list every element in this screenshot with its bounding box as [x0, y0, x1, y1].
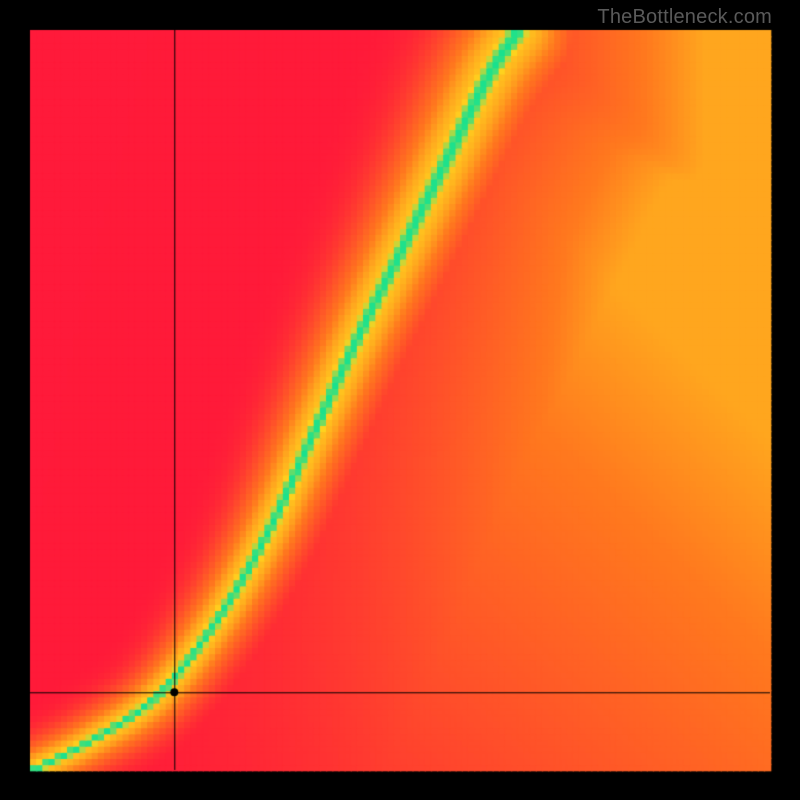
- bottleneck-heatmap: [0, 0, 800, 800]
- watermark-text: TheBottleneck.com: [597, 6, 772, 29]
- chart-container: TheBottleneck.com: [0, 0, 800, 800]
